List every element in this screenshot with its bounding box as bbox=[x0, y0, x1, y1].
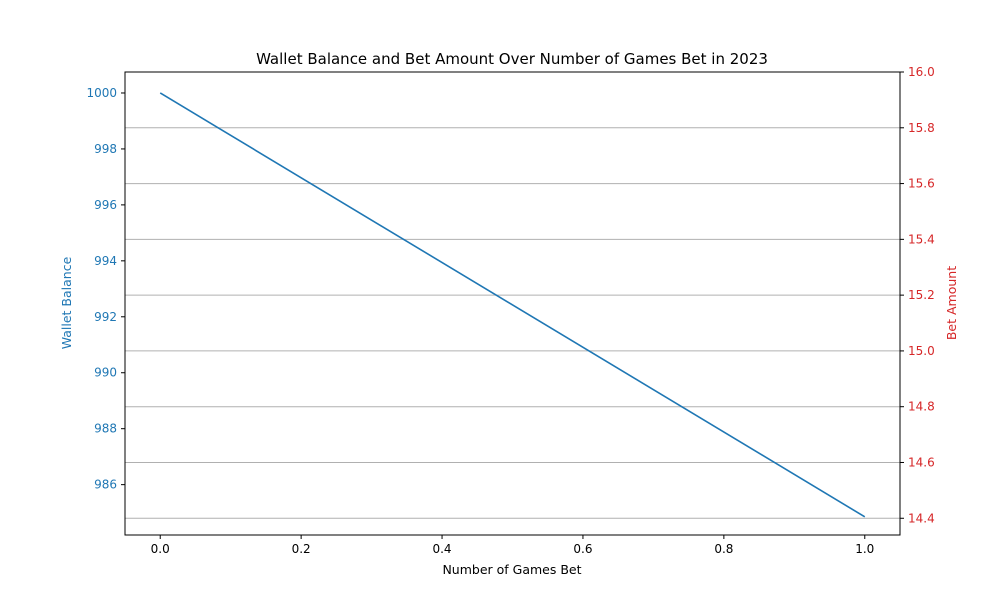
x-axis-label: Number of Games Bet bbox=[442, 562, 581, 577]
right-ticks: 14.4 14.6 14.8 15.0 15.2 15.4 15.6 15.8 16.0 bbox=[900, 65, 935, 525]
left-tick-label: 994 bbox=[94, 254, 117, 268]
right-tick-label: 14.4 bbox=[908, 511, 935, 525]
right-tick-label: 15.2 bbox=[908, 288, 935, 302]
right-tick-label: 15.4 bbox=[908, 232, 935, 246]
x-ticks: 0.0 0.2 0.4 0.6 0.8 1.0 bbox=[151, 535, 874, 556]
left-tick-label: 990 bbox=[94, 366, 117, 380]
left-tick-label: 986 bbox=[94, 478, 117, 492]
left-axis-label: Wallet Balance bbox=[59, 256, 74, 349]
right-tick-label: 15.0 bbox=[908, 344, 935, 358]
series-layer bbox=[159, 92, 866, 518]
right-tick-label: 14.8 bbox=[908, 400, 935, 414]
right-tick-label: 15.8 bbox=[908, 121, 935, 135]
x-tick-label: 0.4 bbox=[432, 542, 451, 556]
grid-layer bbox=[125, 71, 900, 519]
left-tick-label: 998 bbox=[94, 142, 117, 156]
left-tick-label: 996 bbox=[94, 198, 117, 212]
right-axis-label: Bet Amount bbox=[944, 266, 959, 340]
x-tick-label: 0.6 bbox=[573, 542, 592, 556]
x-tick-label: 1.0 bbox=[855, 542, 874, 556]
right-tick-label: 15.6 bbox=[908, 177, 935, 191]
left-tick-label: 992 bbox=[94, 310, 117, 324]
x-tick-label: 0.8 bbox=[714, 542, 733, 556]
series-line bbox=[159, 92, 866, 518]
left-ticks: 986 988 990 992 994 996 998 1000 bbox=[86, 86, 125, 492]
left-tick-label: 988 bbox=[94, 422, 117, 436]
x-tick-label: 0.0 bbox=[151, 542, 170, 556]
left-tick-label: 1000 bbox=[86, 86, 117, 100]
right-tick-label: 16.0 bbox=[908, 65, 935, 79]
plot-frame bbox=[124, 71, 901, 536]
right-tick-label: 14.6 bbox=[908, 455, 935, 469]
x-tick-label: 0.2 bbox=[292, 542, 311, 556]
chart-title: Wallet Balance and Bet Amount Over Numbe… bbox=[256, 50, 768, 68]
